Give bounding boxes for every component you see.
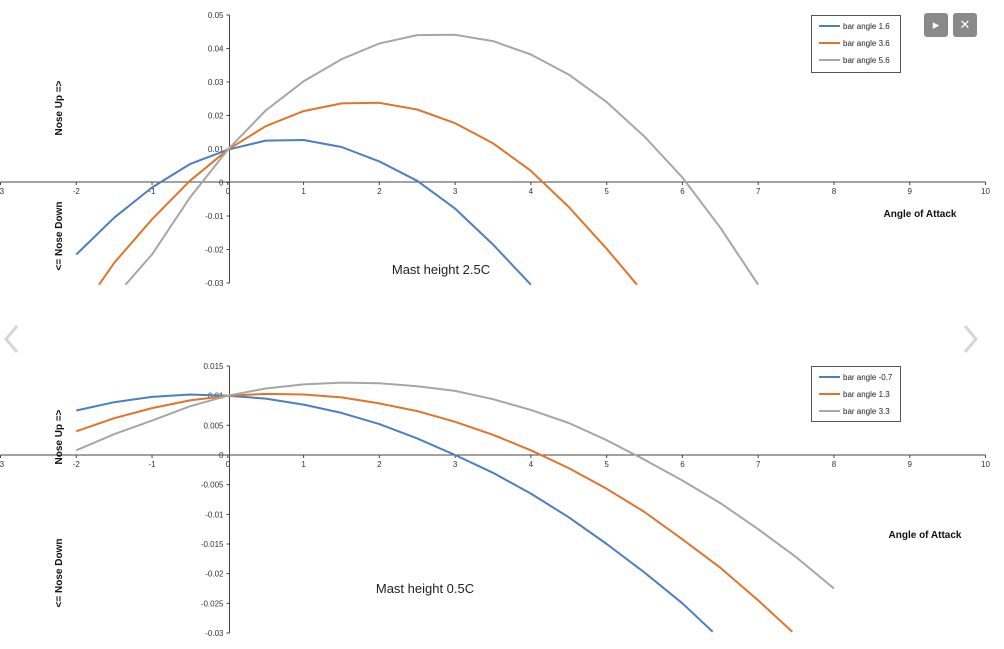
y-tick-label: -0.03 xyxy=(205,279,224,288)
chart-2: -3-2-10123456789100.0150.010.0050-0.005-… xyxy=(0,362,990,638)
y-axis-title-down: <= Nose Down xyxy=(54,202,65,271)
y-tick-label: 0.02 xyxy=(208,112,224,121)
x-tick-label: 7 xyxy=(756,460,761,469)
y-tick-label: 0.01 xyxy=(208,145,224,154)
series-line-3 xyxy=(75,381,835,590)
x-axis-title: Angle of Attack xyxy=(884,209,957,220)
x-tick-label: -3 xyxy=(0,460,5,469)
series-line-3 xyxy=(124,33,760,286)
series-line-1 xyxy=(76,393,714,633)
x-tick-label: 10 xyxy=(981,460,990,469)
play-button[interactable]: ▸ xyxy=(924,13,948,37)
x-tick-label: 4 xyxy=(529,460,534,469)
series-line-2 xyxy=(75,392,793,633)
x-tick-label: 6 xyxy=(680,460,685,469)
legend-label: bar angle 5.6 xyxy=(843,56,890,65)
previous-slide-button[interactable] xyxy=(2,322,22,356)
y-tick-label: -0.025 xyxy=(201,599,224,608)
x-tick-label: 0 xyxy=(226,187,231,196)
chart-annotation: Mast height 2.5C xyxy=(392,262,490,277)
y-axis-title-up: Nose Up => xyxy=(54,80,65,135)
x-tick-label: 2 xyxy=(377,187,382,196)
y-tick-label: -0.02 xyxy=(205,246,224,255)
y-tick-label: 0.015 xyxy=(203,362,224,371)
y-axis-title-down: <= Nose Down xyxy=(54,539,65,608)
y-tick-label: -0.015 xyxy=(201,540,224,549)
x-tick-label: 3 xyxy=(453,187,458,196)
x-tick-label: 5 xyxy=(604,460,609,469)
x-tick-label: -2 xyxy=(73,187,81,196)
x-tick-label: 3 xyxy=(453,460,458,469)
y-tick-label: -0.01 xyxy=(205,510,224,519)
y-tick-label: -0.01 xyxy=(205,212,224,221)
y-tick-label: -0.005 xyxy=(201,481,224,490)
y-tick-label: 0.005 xyxy=(203,421,224,430)
y-tick-label: -0.03 xyxy=(205,629,224,638)
legend: bar angle -0.7 bar angle 1.3 bar angle 3.3 xyxy=(811,366,901,422)
chevron-right-icon xyxy=(963,325,978,353)
legend: bar angle 1.6 bar angle 3.6 bar angle 5.6 xyxy=(811,15,901,73)
x-tick-label: 1 xyxy=(301,460,306,469)
play-icon: ▸ xyxy=(932,17,940,33)
series-line-2 xyxy=(98,101,638,286)
x-tick-label: 0 xyxy=(226,460,231,469)
x-tick-label: -1 xyxy=(148,187,156,196)
x-axis-title: Angle of Attack xyxy=(889,530,962,541)
y-tick-label: 0.04 xyxy=(208,45,224,54)
x-tick-label: 10 xyxy=(981,187,990,196)
x-tick-label: -2 xyxy=(73,460,81,469)
x-tick-label: -3 xyxy=(0,187,5,196)
close-button[interactable]: ✕ xyxy=(953,13,977,37)
y-axis-title-up: Nose Up => xyxy=(54,409,65,464)
x-tick-label: 2 xyxy=(377,460,382,469)
close-icon: ✕ xyxy=(959,17,971,33)
y-tick-label: 0 xyxy=(219,179,224,188)
legend-label: bar angle 3.3 xyxy=(843,407,890,416)
x-tick-label: 6 xyxy=(680,187,685,196)
y-tick-label: -0.02 xyxy=(205,570,224,579)
legend-label: bar angle 1.3 xyxy=(843,390,890,399)
chart-annotation: Mast height 0.5C xyxy=(376,581,474,596)
x-tick-label: 4 xyxy=(529,187,534,196)
y-tick-label: 0.05 xyxy=(208,11,224,20)
x-tick-label: 9 xyxy=(908,187,913,196)
x-tick-label: 5 xyxy=(604,187,609,196)
legend-label: bar angle 3.6 xyxy=(843,39,890,48)
chart-1: -3 -2 -1 0 1 2 3 4 5 6 7 8 9 10 0.05 0.04 0.03 0.02 0.01 0 -… xyxy=(0,11,990,288)
legend-label: bar angle 1.6 xyxy=(843,22,890,31)
x-tick-label: 8 xyxy=(832,460,837,469)
x-tick-label: 8 xyxy=(832,187,837,196)
series-line-1 xyxy=(75,139,532,286)
y-tick-label: 0 xyxy=(219,451,224,460)
x-tick-label: 1 xyxy=(301,187,306,196)
x-tick-label: -1 xyxy=(148,460,156,469)
y-tick-label: 0.03 xyxy=(208,78,224,87)
x-tick-label: 7 xyxy=(756,187,761,196)
chevron-left-icon xyxy=(4,325,19,353)
x-tick-label: 9 xyxy=(908,460,913,469)
next-slide-button[interactable] xyxy=(960,322,980,356)
legend-label: bar angle -0.7 xyxy=(843,373,893,382)
